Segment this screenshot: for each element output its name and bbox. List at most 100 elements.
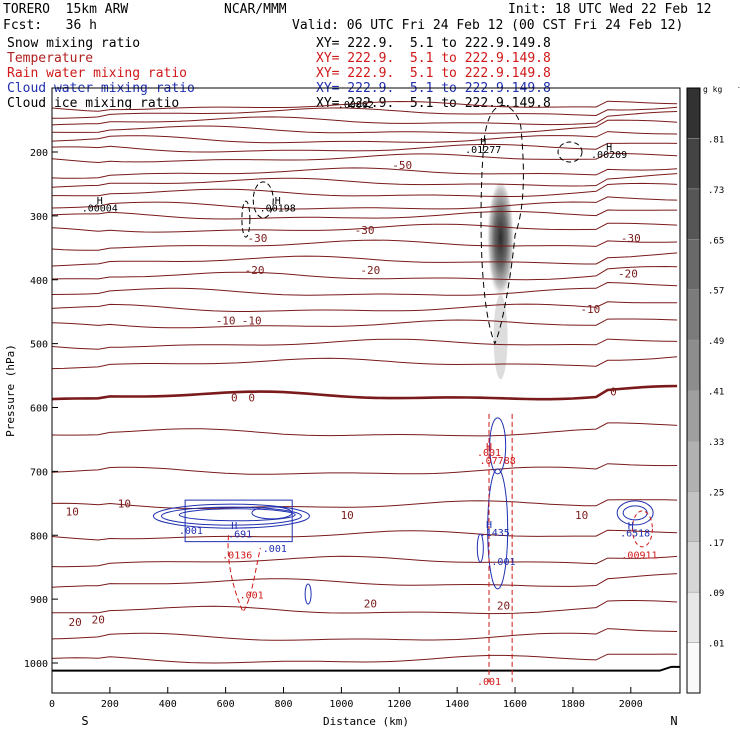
x-tick-label: 2000 [619, 699, 643, 710]
temperature-label: -20 [245, 264, 265, 277]
x-tick-label: 800 [274, 699, 292, 710]
isotherm-line [51, 653, 678, 664]
cloud-water-contour [160, 506, 302, 526]
maximum-label: .00911 [621, 550, 657, 561]
isotherm-line [51, 384, 678, 401]
temperature-label: -10 [242, 315, 262, 328]
colorbar-unit: g kg [703, 85, 722, 94]
field-temp-xy: XY= 222.9. 5.1 to 222.9.149.8 [316, 51, 551, 66]
maximum-label: H [486, 520, 492, 531]
forecast-hour: Fcst: 36 h [3, 18, 97, 33]
colorbar-label: .33 [708, 438, 724, 448]
model-title: TORERO 15km ARW [3, 2, 129, 17]
temperature-label: 10 [575, 509, 588, 522]
temperature-label: 20 [69, 616, 82, 629]
isotherm-line [51, 318, 678, 329]
isotherm-line [51, 196, 678, 210]
colorbar-border [686, 87, 701, 694]
south-label: S [81, 714, 88, 728]
valid-time: Valid: 06 UTC Fri 24 Feb 12 (00 CST Fri … [292, 18, 684, 33]
colorbar-label: .25 [708, 488, 724, 498]
temperature-label: 10 [118, 497, 131, 510]
x-tick-label: 1000 [329, 699, 353, 710]
temperature-label: 20 [92, 614, 105, 627]
temperature-isotherms [51, 100, 680, 672]
plot-border [51, 87, 681, 694]
isotherm-line [51, 100, 678, 112]
isotherm-line [51, 142, 678, 153]
y-tick-label: 200 [30, 148, 48, 159]
isotherm-line [51, 106, 678, 119]
x-tick-label: 400 [159, 699, 177, 710]
maximum-label: H [97, 196, 103, 207]
isotherm-line [51, 301, 678, 312]
field-rain-name: Rain water mixing ratio [7, 66, 188, 81]
temperature-label: 20 [497, 600, 510, 613]
x-tick-label: 200 [101, 699, 119, 710]
north-label: N [670, 714, 677, 728]
temperature-label: -30 [355, 224, 375, 237]
y-axis-label: Pressure (hPa) [4, 344, 17, 437]
rain-contour [227, 535, 261, 613]
cloud-ice-contour [241, 200, 251, 238]
colorbar-segment [686, 491, 701, 543]
isotherm-line [51, 152, 678, 164]
cloud-water-contour [622, 505, 648, 521]
maximum-label: H [480, 137, 486, 148]
colorbar-segment [686, 87, 701, 139]
isotherm-line [52, 182, 678, 197]
colorbar-segment [686, 591, 701, 643]
temperature-label: 10 [341, 509, 354, 522]
isotherm-line [51, 463, 678, 475]
cloud-ice-contour [252, 181, 274, 219]
cloud-water-contour [487, 468, 509, 590]
surface-line [52, 665, 680, 672]
maximum-label: .001 [477, 677, 501, 688]
x-tick-label: 0 [49, 699, 55, 710]
temperature-label: -10 [216, 315, 236, 328]
maximum-label: .001 [491, 557, 515, 568]
colorbar-segment [686, 541, 701, 593]
y-tick-label: 300 [30, 212, 48, 223]
colorbar-segment [686, 138, 701, 190]
maximum-label: .691 [228, 529, 252, 540]
rain-contour [488, 413, 513, 683]
isotherm-line [51, 265, 678, 281]
cloud-water-contour [178, 508, 296, 522]
y-tick-label: 1000 [24, 659, 48, 670]
x-tick-label: 600 [217, 699, 235, 710]
temperature-label: 10 [66, 506, 79, 519]
temperature-label: -20 [618, 267, 638, 280]
colorbar-label: .09 [708, 589, 724, 599]
maximum-label: .00198 [260, 204, 296, 215]
isotherm-line [51, 111, 678, 126]
isotherm-line [51, 281, 678, 296]
x-tick-label: 1600 [503, 699, 527, 710]
maximum-label: .001 [263, 544, 287, 555]
maximum-label: H [275, 196, 281, 207]
temperature-label: 20 [364, 598, 377, 611]
maximum-label: H [606, 142, 612, 153]
field-snow-name: Snow mixing ratio [7, 36, 141, 51]
isotherm-line [51, 356, 678, 370]
colorbar-label: .65 [708, 236, 724, 246]
colorbar-segment [686, 239, 701, 290]
isotherm-line [52, 599, 678, 615]
colorbar-segment [686, 339, 701, 391]
colorbar-label: .81 [708, 135, 724, 145]
maximum-label: H [231, 521, 237, 532]
snow-core [486, 182, 515, 307]
isotherm-line [51, 131, 678, 144]
temperature-label: 0 [610, 386, 617, 399]
cloud-water-contour [184, 499, 293, 543]
temperature-label: -50 [392, 159, 412, 172]
maximum-label: .1435 [480, 528, 510, 539]
isotherm-line [51, 555, 678, 568]
axes: 0 200 400 600 800 1000 1200 1400 1600 1800 2000200… [4, 148, 678, 728]
maximum-label: .00062 [338, 100, 374, 111]
cloud-water-contour [489, 417, 507, 475]
maximum-label: .001 [477, 448, 501, 459]
temperature-label: 0 [231, 391, 238, 404]
